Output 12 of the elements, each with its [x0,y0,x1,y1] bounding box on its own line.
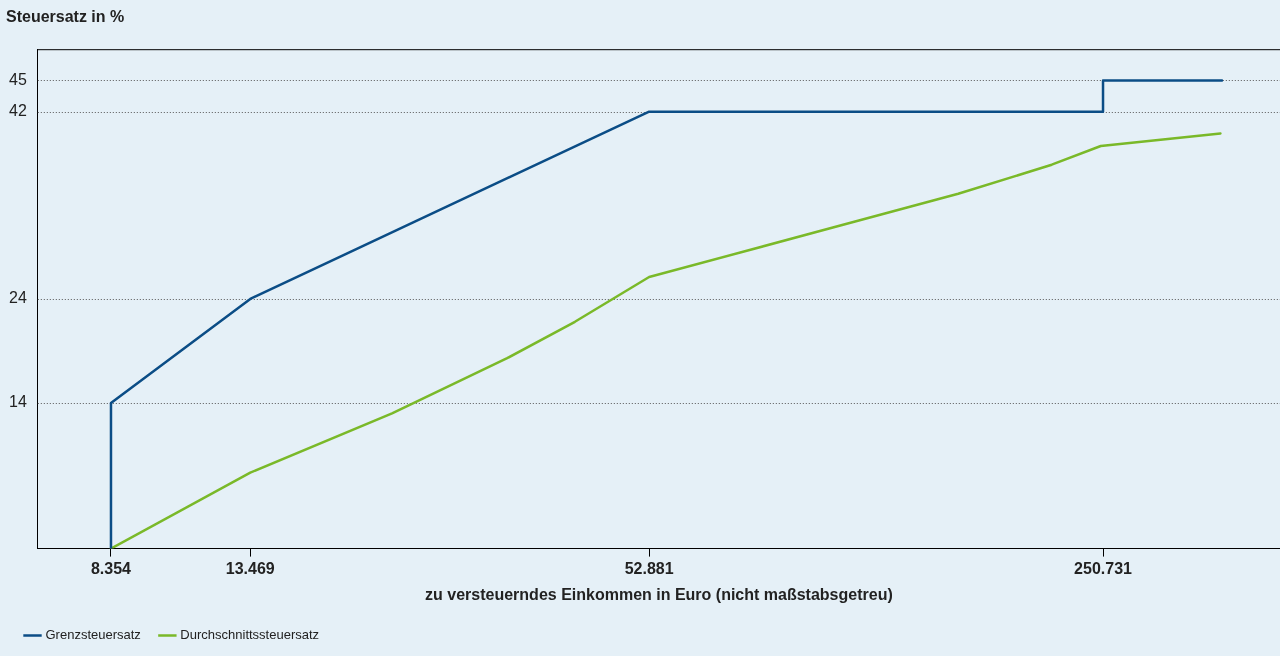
y-tick-label: 14 [9,393,27,411]
x-tick-label: 13.469 [225,559,275,577]
legend-label: Durchschnittssteuersatz [180,627,320,643]
legend-label: Grenzsteuersatz [45,627,141,643]
x-tick-label: 250.731 [1074,559,1133,577]
x-tick-label: 52.881 [624,559,674,577]
x-axis-title: zu versteuerndes Einkommen in Euro (nicht maßstabsgetreu) [425,585,893,603]
x-tick-label: 8.354 [90,559,132,577]
y-axis-title: Steuersatz in % [6,8,125,26]
y-tick-label: 45 [9,70,27,88]
y-tick-label: 24 [9,289,27,307]
y-tick-label: 42 [9,102,27,120]
